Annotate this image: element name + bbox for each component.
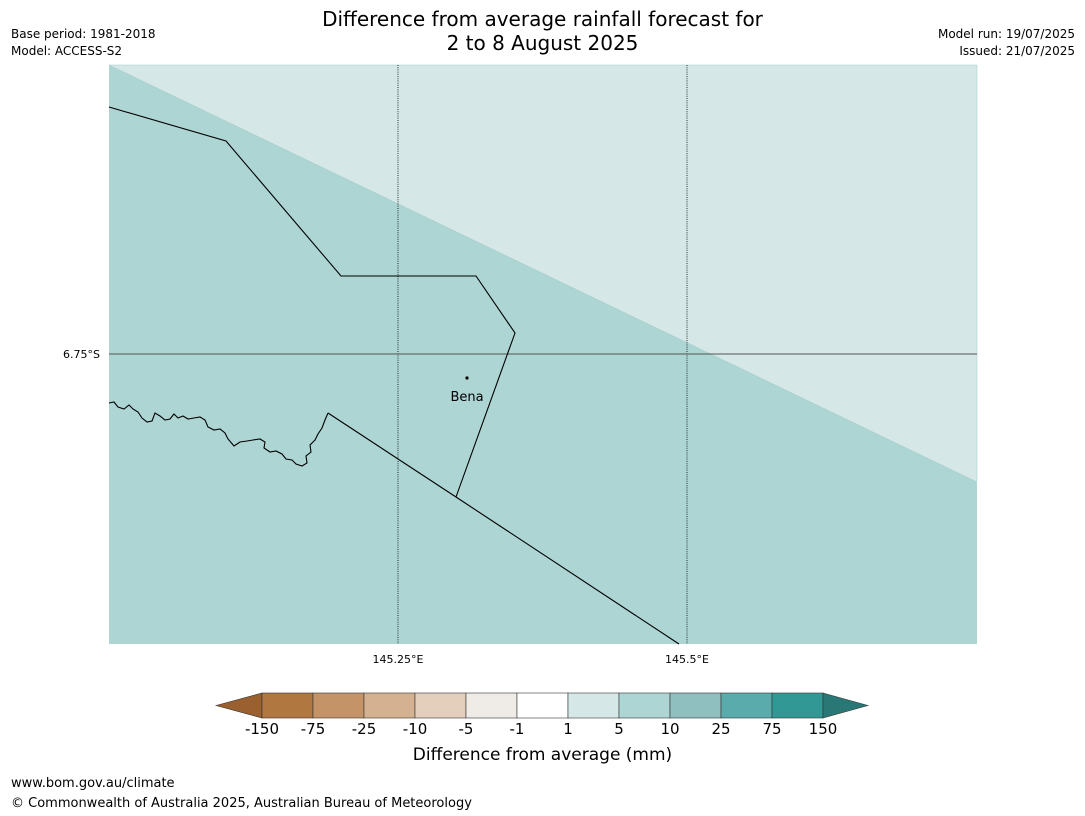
colorbar-tick-label: -1 [509,720,525,738]
place-marker-dot [465,376,469,380]
colorbar-segment [720,692,773,719]
boundary-north [108,106,516,498]
title-line-2: 2 to 8 August 2025 [446,31,639,55]
colorbar-segment [567,692,620,719]
lon-label-145-5: 145.5°E [665,653,709,666]
colorbar-tick-label: 5 [614,720,624,738]
boundary-south [327,412,680,645]
colorbar-tick-label: -10 [402,720,428,738]
zone-1-to-5 [108,64,978,483]
colorbar-tick-label: -75 [300,720,326,738]
base-period-label: Base period: 1981-2018 [11,27,156,41]
title-line-1: Difference from average rainfall forecas… [322,7,763,31]
issued-label: Issued: 21/07/2025 [959,44,1075,58]
place-label: Bena [450,390,483,405]
chart-title: Difference from average rainfall forecas… [0,7,1085,55]
colorbar-tick-label: -25 [351,720,377,738]
lon-label-145-25: 145.25°E [373,653,424,666]
colorbar-tick-label: 1 [563,720,573,738]
colorbar-tick-label: -150 [244,720,280,738]
colorbar-tick-label: -5 [458,720,474,738]
footer: www.bom.gov.au/climate © Commonwealth of… [11,774,472,814]
footer-copyright: © Commonwealth of Australia 2025, Austra… [11,796,472,811]
colorbar-tick-label: 75 [762,720,782,738]
meta-left: Base period: 1981-2018 Model: ACCESS-S2 [11,26,156,60]
map: Bena 6.75°S 145.25°E 145.5°E [63,64,978,666]
boundary-west-wiggly [108,401,329,467]
colorbar-extend-low [214,692,263,719]
meta-right: Model run: 19/07/2025 Issued: 21/07/2025 [938,26,1075,60]
colorbar-segment [312,692,365,719]
colorbar-tick-label: 150 [808,720,838,738]
colorbar-segment [516,692,569,719]
colorbar-segment [618,692,671,719]
colorbar-extend-high [822,692,870,719]
model-run-label: Model run: 19/07/2025 [937,27,1075,41]
colorbar-segment [414,692,467,719]
colorbar-tick-label: 10 [660,720,680,738]
footer-url: www.bom.gov.au/climate [11,776,175,791]
colorbar-segment [465,692,518,719]
lat-label-6-75: 6.75°S [63,348,100,361]
colorbar-segment [261,692,314,719]
colorbar-segment [771,692,824,719]
colorbar-segment [363,692,416,719]
colorbar-segment [669,692,722,719]
colorbar-title: Difference from average (mm) [412,745,673,765]
colorbar [214,692,870,719]
model-label: Model: ACCESS-S2 [11,44,123,58]
colorbar-tick-label: 25 [711,720,731,738]
